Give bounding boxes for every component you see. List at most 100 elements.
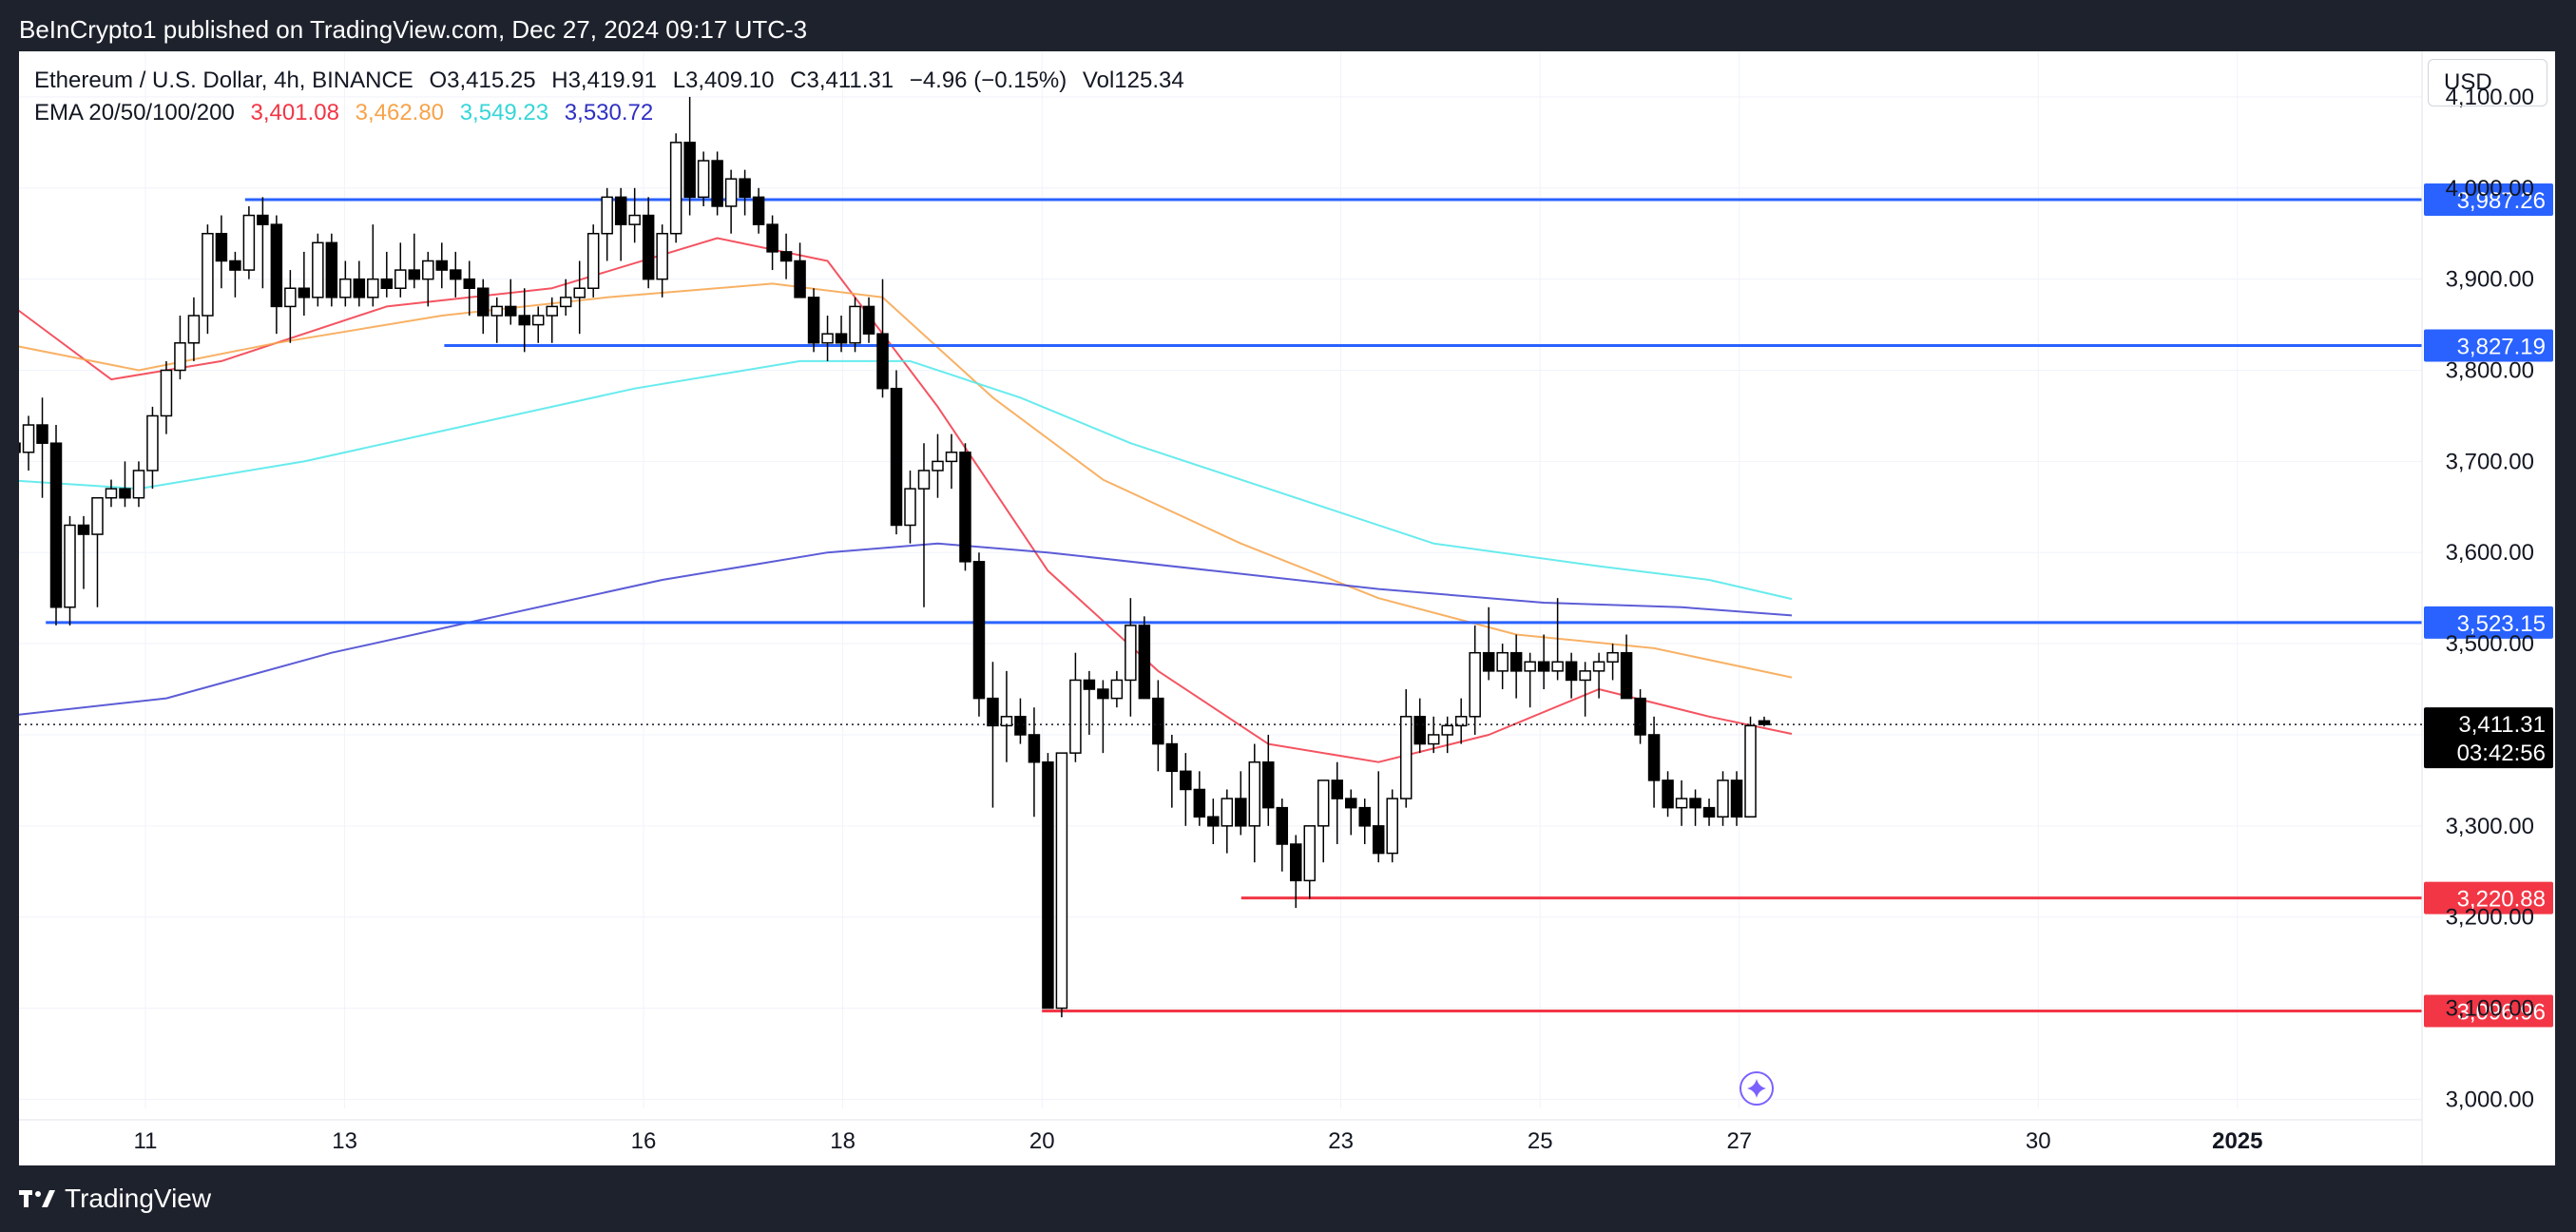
symbol-label[interactable]: Ethereum / U.S. Dollar, 4h, BINANCE — [34, 67, 413, 93]
candle[interactable] — [1647, 734, 1661, 781]
candle[interactable] — [1165, 742, 1179, 773]
candle[interactable] — [972, 561, 986, 700]
candle[interactable] — [601, 196, 613, 235]
candle[interactable] — [380, 278, 394, 289]
candle[interactable] — [312, 241, 324, 298]
candle[interactable] — [1317, 780, 1330, 827]
candle[interactable] — [1496, 651, 1509, 672]
candle[interactable] — [1055, 752, 1068, 1010]
candle[interactable] — [1524, 661, 1536, 672]
candle[interactable] — [298, 287, 311, 298]
candle[interactable] — [367, 278, 379, 298]
candle[interactable] — [174, 342, 186, 372]
candle[interactable] — [1180, 770, 1192, 791]
candle[interactable] — [1399, 716, 1413, 799]
candle[interactable] — [1386, 798, 1398, 855]
candle[interactable] — [1537, 661, 1550, 672]
chart-panel[interactable]: 3,987.26 3,827.19 3,523.15 3,220.88 3,096.96… — [19, 51, 2555, 1165]
candle[interactable] — [463, 278, 476, 289]
candle[interactable] — [1014, 716, 1027, 736]
candle[interactable] — [477, 287, 490, 317]
candle[interactable] — [546, 305, 558, 317]
candle[interactable] — [1152, 697, 1164, 745]
candle[interactable] — [1592, 661, 1605, 672]
candle[interactable] — [1606, 651, 1619, 664]
candle[interactable] — [1717, 780, 1729, 818]
candle[interactable] — [752, 196, 765, 225]
candle[interactable] — [1276, 806, 1289, 845]
candle[interactable] — [1427, 734, 1440, 745]
candle[interactable] — [1344, 798, 1357, 809]
candle[interactable] — [959, 452, 971, 563]
candle[interactable] — [821, 333, 834, 344]
candle[interactable] — [890, 387, 903, 527]
candle[interactable] — [1689, 798, 1701, 809]
candle[interactable] — [36, 424, 48, 444]
candle[interactable] — [656, 232, 668, 280]
candle[interactable] — [1441, 724, 1453, 736]
candle[interactable] — [435, 260, 449, 271]
candle[interactable] — [450, 269, 462, 280]
candle[interactable] — [422, 260, 434, 280]
candle[interactable] — [1303, 825, 1317, 882]
candle[interactable] — [64, 524, 76, 608]
candle[interactable] — [904, 488, 916, 527]
candle[interactable] — [669, 142, 682, 235]
candle[interactable] — [1221, 798, 1234, 827]
candle[interactable] — [353, 278, 366, 298]
candle[interactable] — [849, 305, 861, 344]
candle[interactable] — [215, 232, 228, 262]
candle[interactable] — [862, 305, 875, 335]
candle[interactable] — [1097, 688, 1109, 700]
price-chart[interactable]: 3,987.26 3,827.19 3,523.15 3,220.88 3,096.96… — [19, 51, 2555, 1165]
candle[interactable] — [586, 232, 600, 289]
candle[interactable] — [1413, 716, 1426, 745]
candle[interactable] — [1730, 780, 1743, 818]
candle[interactable] — [917, 470, 931, 490]
candle[interactable] — [270, 223, 283, 308]
candle[interactable] — [1620, 651, 1633, 700]
candle[interactable] — [835, 333, 848, 344]
candle[interactable] — [325, 241, 338, 298]
candle[interactable] — [794, 260, 806, 298]
candle[interactable] — [518, 315, 530, 326]
candle[interactable] — [229, 260, 241, 271]
candle[interactable] — [1331, 780, 1344, 799]
candle[interactable] — [724, 178, 738, 207]
candle[interactable] — [1634, 697, 1646, 736]
candle[interactable] — [1248, 760, 1261, 827]
candle[interactable] — [242, 214, 256, 271]
candle[interactable] — [19, 442, 21, 453]
candle[interactable] — [642, 214, 655, 280]
candle[interactable] — [408, 269, 421, 280]
candle[interactable] — [1509, 651, 1523, 672]
candle[interactable] — [1565, 661, 1578, 682]
candle[interactable] — [1579, 670, 1591, 682]
candle[interactable] — [105, 488, 118, 499]
candle[interactable] — [22, 424, 35, 453]
candle[interactable] — [1207, 816, 1220, 827]
candle[interactable] — [77, 524, 90, 535]
candle[interactable] — [628, 214, 641, 225]
candle[interactable] — [1042, 760, 1054, 1010]
candle[interactable] — [1193, 788, 1206, 818]
candle[interactable] — [1454, 716, 1468, 727]
candle[interactable] — [779, 251, 793, 262]
candle[interactable] — [1000, 716, 1013, 727]
candle[interactable] — [160, 369, 173, 417]
candle[interactable] — [876, 333, 889, 390]
candle[interactable] — [807, 297, 820, 344]
candle[interactable] — [1551, 661, 1564, 672]
candle[interactable] — [573, 287, 586, 298]
currency-button[interactable]: USD — [2428, 59, 2547, 106]
candle[interactable] — [1744, 724, 1757, 818]
candle[interactable] — [531, 315, 545, 326]
candle[interactable] — [202, 232, 214, 317]
candle[interactable] — [187, 315, 201, 344]
candle[interactable] — [697, 160, 710, 199]
candle[interactable] — [932, 460, 944, 472]
candle[interactable] — [257, 214, 269, 225]
candle[interactable] — [146, 414, 159, 472]
candle[interactable] — [1262, 760, 1275, 809]
candle[interactable] — [339, 278, 352, 298]
